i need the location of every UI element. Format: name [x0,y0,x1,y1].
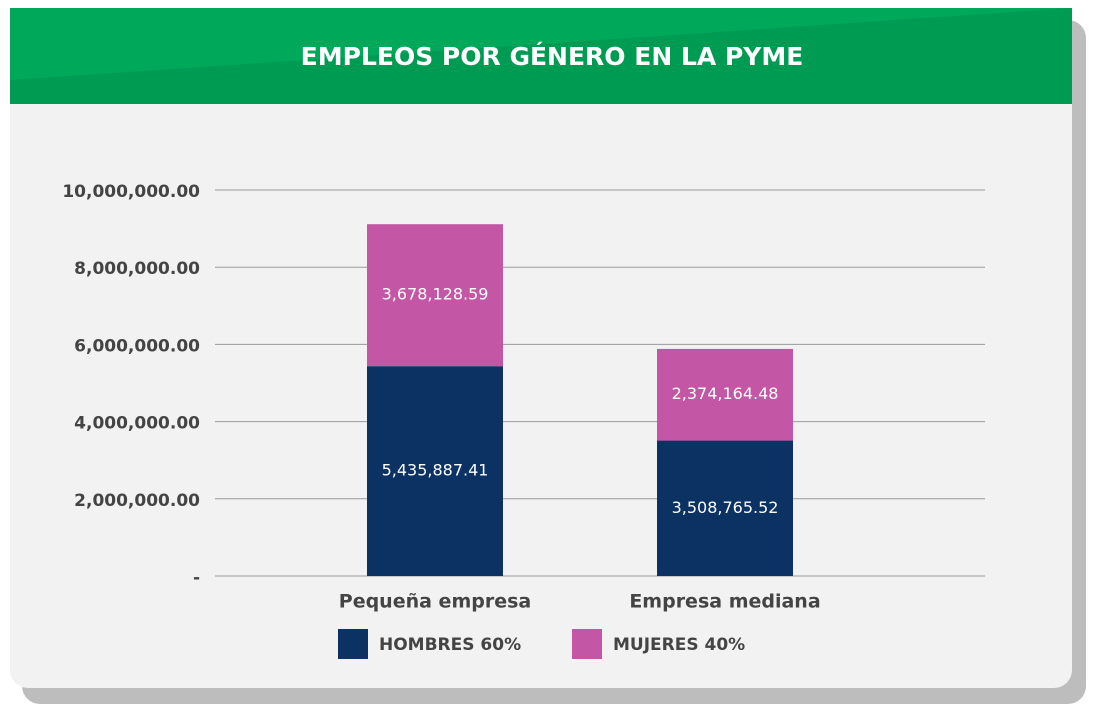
y-tick-label: 8,000,000.00 [74,259,200,279]
y-tick-label: 10,000,000.00 [62,182,200,202]
legend-label: HOMBRES 60% [379,635,521,655]
y-tick-label: 4,000,000.00 [74,414,200,434]
x-tick-label: Empresa mediana [629,591,820,613]
y-tick-label: - [193,568,200,588]
card [10,8,1072,688]
x-tick-label: Pequeña empresa [339,591,531,613]
legend-swatch [572,629,602,659]
bar-segment [657,440,793,576]
value-label: 3,508,765.52 [672,498,779,517]
header-shade [10,8,1072,104]
value-label: 2,374,164.48 [672,384,779,403]
bar-segment [657,348,793,441]
value-label: 5,435,887.41 [382,461,489,480]
value-label: 3,678,128.59 [382,285,489,304]
legend-swatch [338,629,368,659]
bar-segment [367,224,503,367]
bar-segment [367,366,503,576]
y-tick-label: 2,000,000.00 [74,491,200,511]
chart-title: EMPLEOS POR GÉNERO EN LA PYME [301,42,804,71]
legend-label: MUJERES 40% [613,635,745,655]
y-tick-label: 6,000,000.00 [74,336,200,356]
